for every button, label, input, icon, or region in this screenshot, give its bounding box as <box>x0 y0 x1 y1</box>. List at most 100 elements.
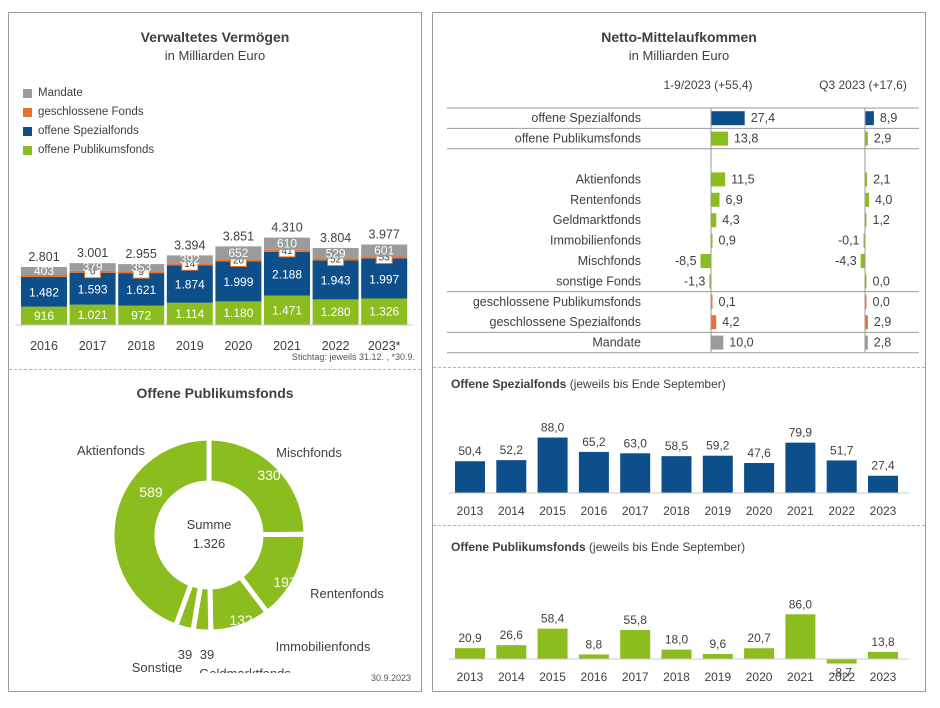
public-value-label: 86,0 <box>789 597 813 611</box>
netflow-bar-ytd <box>711 294 713 309</box>
public-segment <box>21 306 67 325</box>
segment-value-label: 1.114 <box>175 307 204 321</box>
netflow-value-ytd: -8,5 <box>675 254 697 268</box>
public-segment <box>264 295 310 325</box>
public-year-label: 2017 <box>622 670 649 684</box>
legend-item: geschlossene Fonds <box>23 103 154 122</box>
mandate-segment <box>215 246 262 260</box>
right-divider-1 <box>433 367 925 368</box>
legend-label: geschlossene Fonds <box>38 106 144 118</box>
segment-value-label: 2.188 <box>272 268 302 282</box>
special-year-label: 2014 <box>498 504 525 518</box>
segment-value-label: 529 <box>326 246 346 260</box>
special-year-label: 2021 <box>787 504 814 518</box>
closed-value-label: 53 <box>379 253 391 264</box>
special-value-label: 63,0 <box>624 436 648 450</box>
netflow-value-q3: 8,9 <box>880 111 897 125</box>
donut-center-value: 1.326 <box>193 536 226 551</box>
special-value-label: 88,0 <box>541 421 565 435</box>
total-value-label: 3.001 <box>77 246 108 260</box>
public-chart-title-bold: Offene Publikumsfonds <box>451 540 586 554</box>
netflow-value-q3: 2,1 <box>873 172 890 186</box>
netflow-bar-q3 <box>865 274 867 289</box>
public-segment <box>215 301 262 325</box>
left-panel: Verwaltetes Vermögen in Milliarden Euro … <box>8 12 422 692</box>
netflow-value-ytd: 6,9 <box>725 193 742 207</box>
donut-value-label: 589 <box>139 484 163 500</box>
donut-value-label: 330 <box>257 467 281 483</box>
public-segment <box>361 298 408 325</box>
special-chart-title-bold: Offene Spezialfonds <box>451 377 567 391</box>
special-bar <box>826 460 857 493</box>
public-value-label: 26,6 <box>500 628 524 642</box>
right-divider-2 <box>433 525 925 526</box>
closed-segment <box>21 275 67 278</box>
special-segment <box>21 277 67 307</box>
mandate-segment <box>21 266 67 276</box>
public-year-label: 2023 <box>870 670 897 684</box>
segment-value-label: 1.280 <box>321 305 351 319</box>
segment-value-label: 972 <box>131 308 151 322</box>
netflow-value-q3: 2,8 <box>874 336 891 350</box>
public-year-label: 2021 <box>787 670 814 684</box>
special-funds-bar-chart: 50,4 2013 52,2 2014 88,0 2015 65,2 2016 63,0 2017… <box>449 421 909 518</box>
special-segment <box>215 261 262 302</box>
special-segment <box>312 260 359 300</box>
stacked-legend: Mandate geschlossene Fonds offene Spezialf… <box>23 84 154 160</box>
netflow-value-ytd: 0,1 <box>719 295 736 309</box>
public-year-label: 2018 <box>663 670 690 684</box>
special-value-label: 59,2 <box>706 439 730 453</box>
donut-category-label: Immobilienfonds <box>276 639 371 654</box>
netflow-bar-ytd <box>700 254 711 268</box>
netflow-chart: offene Spezialfonds 27,4 8,9 offene Publiku… <box>447 107 919 354</box>
netflow-row-label: Aktienfonds <box>576 172 641 186</box>
special-value-label: 51,7 <box>830 443 854 457</box>
segment-value-label: 610 <box>277 237 297 251</box>
netflow-value-q3: 2,9 <box>874 132 891 146</box>
special-value-label: 47,6 <box>747 446 771 460</box>
netflow-value-q3: 0,0 <box>873 295 890 309</box>
donut-title: Offene Publikumsfonds <box>136 385 294 401</box>
segment-value-label: 1.999 <box>223 275 253 289</box>
public-funds-bar-chart: 20,9 2013 26,6 2014 58,4 2015 8,8 2016 55,8 2017 1… <box>449 597 909 684</box>
netflow-bar-q3 <box>863 233 865 248</box>
total-value-label: 3.977 <box>369 228 400 242</box>
public-value-label: 13,8 <box>871 635 895 649</box>
special-segment <box>166 265 213 303</box>
special-chart-title-rest: (jeweils bis Ende September) <box>569 377 726 391</box>
segment-value-label: 379 <box>83 260 103 274</box>
legend-swatch <box>23 89 32 98</box>
netflow-value-ytd: 4,2 <box>722 315 739 329</box>
public-year-label: 2020 <box>746 670 773 684</box>
netflow-title: Netto-Mittelaufkommen <box>601 29 757 45</box>
netflow-bar-ytd <box>711 192 720 207</box>
public-bar <box>578 654 609 659</box>
donut-date: 30.9.2023 <box>370 673 411 683</box>
segment-value-label: 1.621 <box>126 283 156 297</box>
netflow-row-label: Geldmarktfonds <box>553 213 641 227</box>
public-value-label: 20,7 <box>747 631 771 645</box>
donut-value-label: 39 <box>178 647 192 662</box>
public-bar <box>537 628 568 659</box>
closed-value-label: 6 <box>90 267 96 278</box>
netflow-bar-ytd <box>709 274 711 289</box>
public-year-label: 2013 <box>457 670 484 684</box>
public-value-label: -8,7 <box>831 666 852 680</box>
special-year-label: 2017 <box>622 504 649 518</box>
year-tick-label: 2020 <box>224 339 252 353</box>
legend-item: offene Spezialfonds <box>23 122 154 141</box>
netflow-bar-q3 <box>865 111 874 126</box>
closed-value-label: 14 <box>184 259 196 270</box>
segment-value-label: 1.326 <box>369 305 399 319</box>
netflow-value-ytd: 11,5 <box>731 172 754 186</box>
donut-slice-mischfonds <box>206 435 309 538</box>
closed-value-label: 52 <box>330 255 342 266</box>
segment-value-label: 1.943 <box>321 274 351 288</box>
donut-category-label: Mischfonds <box>276 445 342 460</box>
segment-value-label: 403 <box>34 264 54 278</box>
total-value-label: 3.804 <box>320 231 351 245</box>
netflow-value-ytd: 27,4 <box>751 111 775 125</box>
legend-swatch <box>23 127 32 136</box>
netflow-row-label: geschlossene Spezialfonds <box>490 315 642 329</box>
year-tick-label: 2022 <box>322 339 350 353</box>
